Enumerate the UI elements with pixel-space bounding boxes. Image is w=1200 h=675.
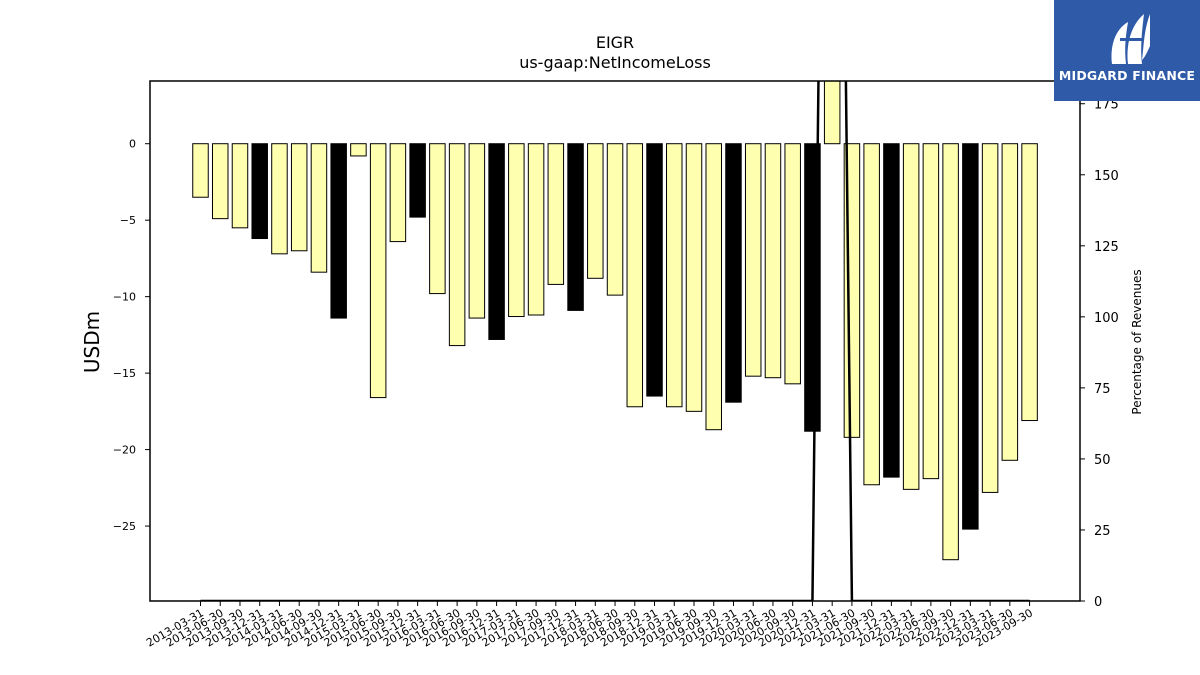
bar: [725, 143, 742, 403]
bar: [587, 143, 604, 279]
y2-tick-label: 50: [1094, 453, 1111, 468]
bar: [685, 143, 703, 412]
bar: [429, 143, 446, 295]
y-tick-label: −15: [113, 367, 136, 380]
bar: [508, 143, 525, 318]
logo-text: MIDGARD FINANCE: [1058, 68, 1196, 83]
bar: [468, 143, 486, 319]
bar: [962, 143, 979, 530]
bar: [350, 143, 367, 157]
bar: [883, 143, 900, 478]
bar: [310, 143, 328, 273]
y2-axis-label: Percentage of Revenues: [1130, 269, 1144, 414]
bar: [389, 143, 407, 243]
y2-tick-label: 75: [1094, 382, 1111, 397]
y-tick-label: −5: [120, 214, 136, 227]
bar: [192, 143, 209, 198]
bar: [251, 143, 268, 240]
y2-tick-label: 100: [1094, 311, 1119, 326]
bar: [488, 143, 505, 340]
bar: [666, 143, 683, 408]
bar: [330, 143, 347, 319]
midgard-logo-icon: [1111, 14, 1150, 64]
bar: [646, 143, 663, 397]
bar: [942, 143, 959, 561]
y-axis-label: USDm: [80, 311, 104, 373]
y-tick-label: −20: [113, 444, 136, 457]
bar: [567, 143, 584, 311]
chart-subtitle: us-gaap:NetIncomeLoss: [519, 53, 711, 72]
bar: [784, 143, 801, 385]
y-tick-label: 0: [129, 138, 136, 151]
bar: [981, 143, 999, 493]
bar: [922, 143, 940, 480]
bar: [606, 143, 624, 296]
bar: [369, 143, 387, 399]
bar: [863, 143, 880, 486]
bar: [626, 143, 644, 408]
y2-tick-label: 0: [1094, 595, 1102, 610]
y-tick-label: −25: [113, 520, 136, 533]
y2-tick-label: 175: [1094, 98, 1119, 113]
bar: [290, 143, 308, 252]
bar: [823, 81, 841, 145]
bar: [1021, 143, 1038, 422]
bar: [211, 143, 229, 220]
bar: [271, 143, 288, 255]
y2-tick-label: 25: [1094, 524, 1111, 539]
y-tick-label: −10: [113, 291, 136, 304]
bar: [705, 143, 722, 431]
bar: [448, 143, 466, 347]
chart-title: EIGR: [596, 33, 634, 52]
bar: [409, 143, 426, 218]
y2-tick-label: 150: [1094, 169, 1119, 184]
bar: [1001, 143, 1019, 461]
bar: [547, 143, 565, 285]
bar: [744, 143, 762, 377]
logo: MIDGARD FINANCE: [1054, 0, 1200, 101]
bar: [902, 143, 920, 490]
bar: [231, 143, 249, 229]
bar: [764, 143, 782, 379]
y2-tick-label: 125: [1094, 240, 1119, 255]
bar: [527, 143, 545, 316]
